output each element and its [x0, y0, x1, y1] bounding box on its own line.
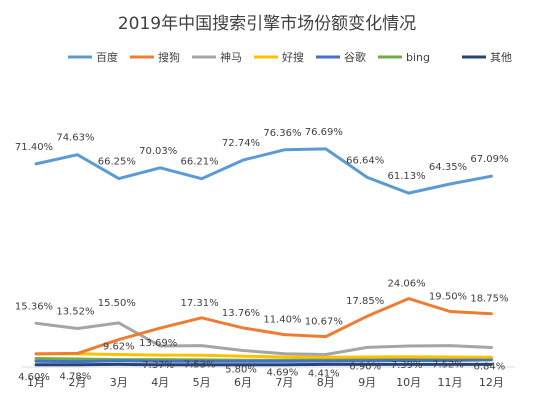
x-tick-label: 8月	[317, 376, 335, 389]
x-tick-label: 11月	[438, 376, 463, 389]
x-tick-label: 12月	[479, 376, 504, 389]
legend-label: 百度	[96, 50, 118, 64]
legend-item: bing	[378, 51, 430, 64]
x-tick-label: 5月	[193, 376, 211, 389]
x-tick-label: 9月	[358, 376, 376, 389]
x-tick-label: 7月	[275, 376, 293, 389]
data-label: 7.39%	[391, 360, 423, 371]
x-tick-label: 6月	[234, 376, 252, 389]
x-tick-label: 2月	[68, 376, 86, 389]
data-label: 7.52%	[432, 360, 464, 371]
data-label: 5.80%	[225, 365, 257, 376]
data-label: 67.09%	[470, 154, 508, 165]
legend-label: 神马	[220, 50, 242, 64]
data-label: 72.74%	[222, 138, 260, 149]
series-line-4	[36, 360, 491, 362]
legend-label: bing	[406, 51, 430, 64]
data-label: 6.90%	[349, 361, 381, 372]
data-label: 13.69%	[139, 338, 177, 349]
data-label: 11.40%	[263, 315, 301, 326]
legend-item: 神马	[192, 50, 242, 64]
data-label: 18.75%	[470, 294, 508, 305]
data-label: 70.03%	[139, 146, 177, 157]
data-label: 7.37%	[142, 360, 174, 371]
x-tick-label: 4月	[151, 376, 169, 389]
data-label: 17.85%	[346, 296, 384, 307]
legend-item: 谷歌	[316, 50, 366, 64]
legend-label: 其他	[490, 51, 512, 64]
legend-label: 好搜	[282, 50, 304, 64]
legend-item: 好搜	[254, 50, 304, 64]
data-label: 7.53%	[184, 360, 216, 371]
data-label: 9.62%	[103, 342, 135, 353]
legend-item: 百度	[68, 50, 118, 64]
x-axis-ticks: 1月 2月 3月 4月 5月 6月 7月 8月 9月 10月 11月 12月	[27, 376, 504, 389]
chart-title: 2019年中国搜索引擎市场份额变化情况	[118, 14, 416, 34]
data-label: 6.84%	[474, 362, 506, 373]
data-label: 15.50%	[98, 298, 136, 309]
data-label: 61.13%	[388, 171, 426, 182]
data-label: 10.67%	[305, 317, 343, 328]
data-label: 71.40%	[15, 142, 53, 153]
data-label: 64.35%	[429, 162, 467, 173]
legend-item: 搜狗	[130, 50, 180, 64]
legend-label: 搜狗	[158, 50, 180, 64]
x-tick-label: 3月	[110, 376, 128, 389]
x-tick-label: 10月	[396, 376, 421, 389]
data-label: 76.36%	[263, 128, 301, 139]
data-label: 13.52%	[56, 307, 94, 318]
legend-label: 谷歌	[344, 50, 366, 64]
data-label: 19.50%	[429, 292, 467, 303]
data-label: 17.31%	[181, 298, 219, 309]
data-label: 24.06%	[388, 279, 426, 290]
data-label: 66.21%	[181, 157, 219, 168]
data-label: 66.25%	[98, 157, 136, 168]
data-label: 66.64%	[346, 155, 384, 166]
data-label: 74.63%	[56, 133, 94, 144]
legend: 百度 搜狗 神马 好搜 谷歌 bing 其他	[68, 50, 512, 64]
series-line-3	[36, 354, 491, 357]
x-tick-label: 1月	[27, 376, 45, 389]
legend-item: 其他	[462, 51, 512, 64]
data-label: 13.76%	[222, 308, 260, 319]
data-label: 76.69%	[305, 127, 343, 138]
data-label: 15.36%	[15, 301, 53, 312]
